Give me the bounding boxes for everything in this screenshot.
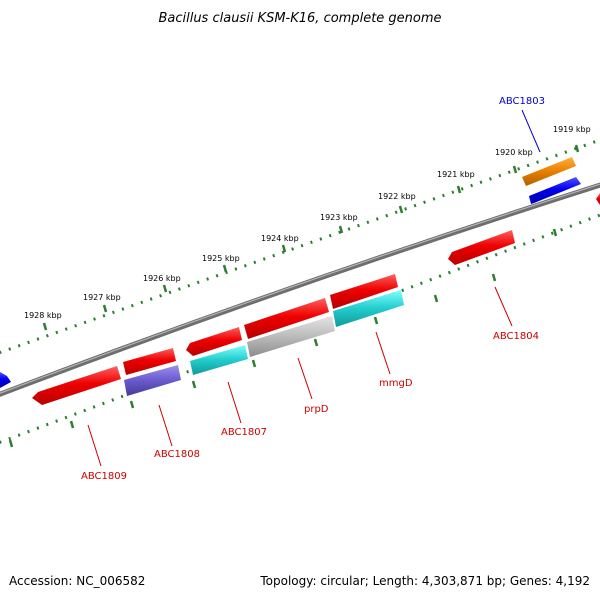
accession-text: Accession: NC_006582 bbox=[9, 574, 146, 588]
gene-label-abc1808: ABC1808 bbox=[154, 449, 200, 460]
major-tick bbox=[574, 144, 580, 153]
secondary-track-features bbox=[124, 290, 404, 396]
inner-major-tick bbox=[313, 338, 319, 347]
label-leaders bbox=[87, 109, 541, 467]
outer-tick-ring bbox=[0, 138, 600, 355]
major-tick bbox=[281, 244, 287, 253]
genome-summary-text: Topology: circular; Length: 4,303,871 bp… bbox=[260, 574, 590, 588]
major-tick bbox=[102, 304, 108, 313]
leader-prpd bbox=[297, 357, 313, 400]
leader-abc1804 bbox=[494, 286, 513, 327]
tick-label: 1926 kbp bbox=[143, 274, 181, 283]
inner-major-tick bbox=[69, 420, 75, 429]
tick-label: 1924 kbp bbox=[261, 234, 299, 243]
leader-abc1809 bbox=[87, 424, 102, 467]
feature-prpd bbox=[244, 298, 329, 339]
inner-major-tick bbox=[251, 359, 257, 368]
tick-label: 1921 kbp bbox=[437, 170, 475, 179]
major-tick bbox=[398, 205, 404, 214]
inner-major-ticks bbox=[8, 228, 558, 448]
feature-abc1808-red bbox=[123, 348, 176, 375]
tick-labels: 1919 kbp 1920 kbp 1921 kbp 1922 kbp 1923… bbox=[24, 125, 591, 320]
feature-edge-right bbox=[596, 193, 600, 205]
leader-mmgd bbox=[375, 331, 391, 375]
major-tick bbox=[456, 185, 462, 194]
inner-major-tick bbox=[191, 380, 197, 389]
feature-mmgd bbox=[330, 274, 398, 309]
gene-label-mmgd: mmgD bbox=[379, 378, 413, 389]
tick-label: 1922 kbp bbox=[378, 192, 416, 201]
feature-abc1807-cyan bbox=[190, 345, 248, 375]
inner-major-tick bbox=[8, 439, 14, 448]
tick-label: 1927 kbp bbox=[83, 293, 121, 302]
genome-backbone bbox=[0, 182, 600, 397]
feature-abc1804 bbox=[448, 230, 515, 265]
feature-abc1803 bbox=[529, 177, 581, 204]
gene-label-abc1807: ABC1807 bbox=[221, 427, 267, 438]
inner-major-tick bbox=[491, 273, 497, 282]
gene-labels: ABC1803 ABC1804 mmgD prpD ABC1807 ABC180… bbox=[81, 96, 545, 482]
gene-label-prpd: prpD bbox=[304, 404, 329, 415]
feature-edge-left bbox=[0, 372, 11, 388]
inner-major-tick bbox=[129, 400, 135, 409]
inner-major-tick bbox=[552, 228, 558, 237]
major-tick bbox=[512, 165, 518, 174]
tick-label: 1928 kbp bbox=[24, 311, 62, 320]
gene-label-abc1809: ABC1809 bbox=[81, 471, 127, 482]
major-ticks bbox=[42, 144, 580, 331]
feature-abc1809 bbox=[32, 366, 121, 405]
inner-tick-ring bbox=[0, 213, 600, 444]
inner-major-tick bbox=[373, 316, 379, 325]
major-tick bbox=[338, 225, 344, 234]
feature-abc1808-purple bbox=[124, 365, 181, 396]
tick-label: 1920 kbp bbox=[495, 148, 533, 157]
gene-label-abc1803: ABC1803 bbox=[499, 96, 545, 107]
forward-strand-features bbox=[0, 157, 600, 405]
feature-abc1807-red bbox=[186, 327, 242, 356]
leader-abc1803 bbox=[521, 109, 541, 153]
leader-abc1808 bbox=[158, 404, 173, 447]
tick-label: 1923 kbp bbox=[320, 213, 358, 222]
tick-label: 1925 kbp bbox=[202, 254, 240, 263]
map-title: Bacillus clausii KSM-K16, complete genom… bbox=[158, 11, 441, 26]
leader-abc1807 bbox=[227, 381, 242, 424]
major-tick bbox=[42, 322, 48, 331]
genome-backbone-highlight bbox=[0, 183, 600, 394]
feature-abc1803-a bbox=[522, 157, 576, 186]
gene-label-abc1804: ABC1804 bbox=[493, 331, 539, 342]
feature-mmgd-cyan bbox=[333, 290, 404, 327]
major-tick bbox=[222, 264, 228, 273]
major-tick bbox=[162, 284, 168, 293]
inner-major-tick bbox=[433, 294, 439, 303]
tick-label: 1919 kbp bbox=[553, 125, 591, 134]
feature-prpd-gray bbox=[247, 316, 335, 357]
